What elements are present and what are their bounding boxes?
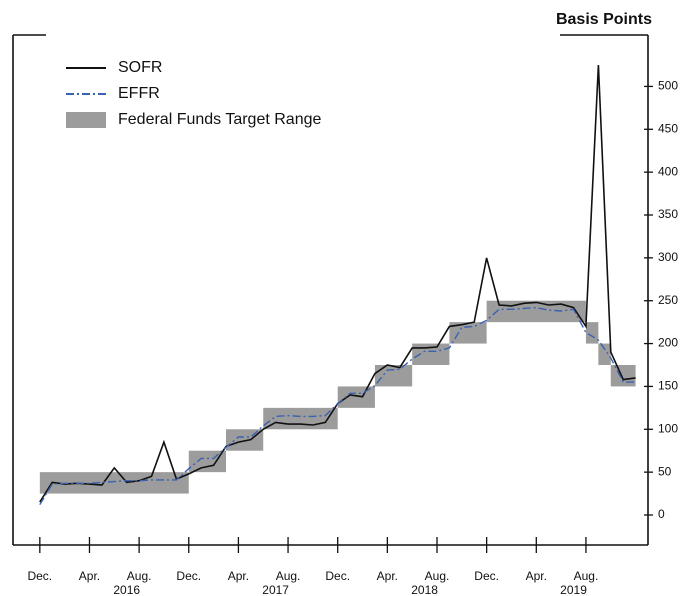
y-tick-label: 300 [658,250,678,264]
legend-swatch [66,112,106,128]
y-tick-label: 50 [658,464,672,478]
y-tick-label: 400 [658,164,678,178]
y-tick-label: 100 [658,421,678,435]
y-tick-label: 350 [658,207,678,221]
legend-label: SOFR [118,59,162,76]
y-tick-label: 0 [658,507,665,521]
x-tick-label: Dec. [325,569,350,583]
target-range-band [610,365,636,387]
x-tick-label: Aug. [574,569,599,583]
target-range-band [39,472,189,494]
target-range-band [598,343,611,365]
y-tick-label: 200 [658,336,678,350]
x-tick-label: Apr. [377,569,398,583]
x-tick-label: Aug. [425,569,450,583]
x-tick-label: Apr. [228,569,249,583]
y-tick-label: 500 [658,79,678,93]
x-tick-label: Dec. [27,569,52,583]
target-range-band [374,365,413,387]
x-tick-label: Dec. [176,569,201,583]
target-range-band [263,407,338,430]
series-line [39,64,636,503]
year-label: 2018 [411,583,438,596]
x-tick-label: Dec. [474,569,499,583]
x-tick-label: Apr. [526,569,547,583]
target-range-band [486,300,586,323]
target-range-band [226,429,264,451]
year-label: 2019 [560,583,587,596]
legend-label: Federal Funds Target Range [118,111,321,128]
y-tick-label: 150 [658,379,678,393]
y-tick-label: 250 [658,293,678,307]
y-axis-label: Basis Points [556,11,652,28]
year-label: 2016 [113,583,140,596]
series-line [39,306,636,506]
x-tick-label: Aug. [127,569,152,583]
target-range-band [412,343,450,365]
x-tick-label: Aug. [276,569,301,583]
x-tick-label: Apr. [79,569,100,583]
legend-label: EFFR [118,85,160,102]
year-label: 2017 [262,583,289,596]
target-range-band [585,322,599,344]
target-range-band [449,322,487,344]
y-tick-label: 450 [658,121,678,135]
